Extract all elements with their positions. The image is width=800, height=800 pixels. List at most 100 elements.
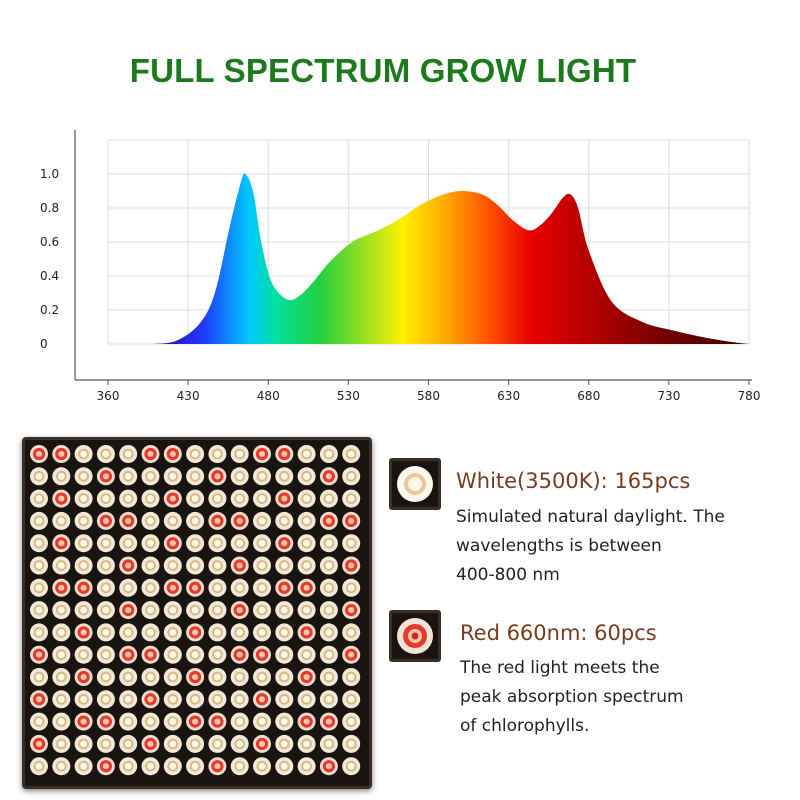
red-led xyxy=(186,712,205,731)
red-led xyxy=(163,534,182,553)
y-tick-label: 0.2 xyxy=(40,303,59,317)
white-led xyxy=(30,556,48,575)
white-led xyxy=(297,757,316,776)
white-led xyxy=(253,578,271,597)
white-led xyxy=(186,757,205,776)
red-led xyxy=(119,511,138,530)
white-led xyxy=(30,578,48,597)
white-led xyxy=(208,668,227,686)
white-led xyxy=(74,601,93,620)
white-led xyxy=(208,578,227,597)
white-led xyxy=(141,712,160,731)
white-led xyxy=(30,623,48,642)
red-led xyxy=(119,556,138,575)
white-led xyxy=(208,734,227,753)
white-led xyxy=(186,467,205,486)
red-led xyxy=(208,511,227,530)
white-led xyxy=(96,489,115,508)
red-led xyxy=(253,445,271,463)
white-led xyxy=(297,645,316,664)
white-led xyxy=(208,556,227,575)
white-led xyxy=(186,734,205,753)
white-led xyxy=(119,757,138,776)
white-led xyxy=(253,601,271,620)
white-led xyxy=(319,445,338,463)
white-desc-line-3: 400-800 nm xyxy=(456,565,560,585)
white-led xyxy=(230,534,249,553)
white-led xyxy=(253,467,271,486)
red-led xyxy=(275,534,294,553)
red-led xyxy=(74,578,93,597)
white-led xyxy=(275,712,294,731)
white-led xyxy=(275,690,294,709)
white-led xyxy=(52,757,71,776)
white-led xyxy=(163,712,182,731)
red-led xyxy=(163,489,182,508)
white-led xyxy=(208,690,227,709)
white-led xyxy=(141,467,160,486)
white-led xyxy=(253,489,271,508)
white-led xyxy=(119,534,138,553)
white-led xyxy=(52,712,71,731)
red-led xyxy=(297,712,316,731)
red-led-icon xyxy=(397,618,433,654)
white-led xyxy=(297,534,316,553)
white-led xyxy=(96,734,115,753)
red-led-title: Red 660nm: 60pcs xyxy=(460,621,657,645)
white-led xyxy=(74,511,93,530)
red-led xyxy=(186,623,205,642)
white-led xyxy=(208,534,227,553)
white-led xyxy=(119,467,138,486)
white-led xyxy=(319,668,338,686)
red-led xyxy=(163,578,182,597)
white-led xyxy=(253,556,271,575)
white-led xyxy=(230,690,249,709)
white-led xyxy=(319,556,338,575)
red-led xyxy=(30,734,48,753)
white-led xyxy=(342,668,361,686)
white-led xyxy=(30,511,48,530)
white-led xyxy=(96,445,115,463)
white-led xyxy=(30,668,48,686)
white-led xyxy=(96,645,115,664)
white-led xyxy=(275,601,294,620)
white-led xyxy=(297,601,316,620)
red-led xyxy=(30,690,48,709)
white-led-icon xyxy=(397,466,433,502)
white-led xyxy=(186,690,205,709)
red-led xyxy=(275,489,294,508)
red-led xyxy=(30,445,48,463)
white-led xyxy=(141,578,160,597)
page-title: FULL SPECTRUM GROW LIGHT xyxy=(129,52,637,89)
white-led xyxy=(52,668,71,686)
white-led xyxy=(141,623,160,642)
white-led xyxy=(275,734,294,753)
white-led xyxy=(96,534,115,553)
red-led xyxy=(319,467,338,486)
red-led xyxy=(297,623,316,642)
white-led xyxy=(297,734,316,753)
white-led xyxy=(319,489,338,508)
white-led xyxy=(208,445,227,463)
x-tick-label: 480 xyxy=(257,389,280,403)
white-led xyxy=(275,668,294,686)
red-led xyxy=(253,690,271,709)
white-led xyxy=(230,467,249,486)
white-led xyxy=(52,601,71,620)
red-led xyxy=(141,445,160,463)
white-led xyxy=(208,623,227,642)
white-led xyxy=(96,623,115,642)
white-led xyxy=(119,690,138,709)
white-led xyxy=(275,645,294,664)
white-led xyxy=(319,601,338,620)
white-led xyxy=(74,645,93,664)
white-led xyxy=(253,668,271,686)
red-led xyxy=(208,757,227,776)
white-led xyxy=(319,623,338,642)
white-led xyxy=(141,534,160,553)
red-led xyxy=(74,623,93,642)
red-led xyxy=(74,712,93,731)
red-led xyxy=(253,645,271,664)
red-led xyxy=(319,712,338,731)
white-led xyxy=(186,601,205,620)
